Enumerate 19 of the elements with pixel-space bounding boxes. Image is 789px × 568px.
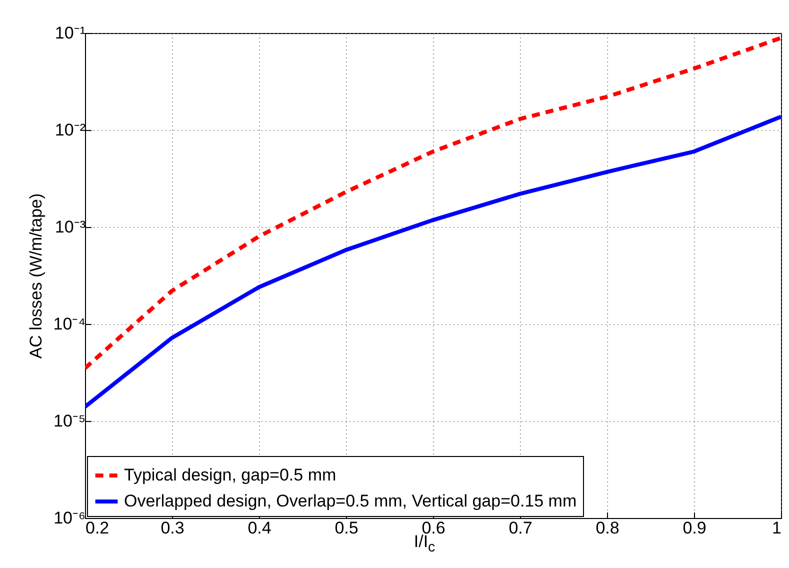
x-tick-label: 1 [772, 518, 782, 538]
y-tick-label: 10⁻⁵ [54, 412, 86, 430]
legend-label: Overlapped design, Overlap=0.5 mm, Vertical gap=0.15 mm [124, 492, 577, 510]
line-series [85, 36, 781, 370]
y-tick-label: 10⁻² [54, 120, 86, 140]
x-tick-label: 0.8 [596, 518, 620, 538]
line-series [85, 114, 781, 409]
y-axis-title: AC losses (W/m/tape) [26, 193, 46, 359]
y-tick-label: 10⁻⁶ [54, 508, 86, 528]
x-tick-label: 0.2 [86, 518, 110, 538]
y-tick-label: 10⁻¹ [54, 24, 86, 42]
x-tick-label: 0.9 [682, 518, 706, 538]
x-tick-label: 0.7 [508, 518, 532, 538]
legend-label: Typical design, gap=0.5 mm [124, 466, 336, 484]
y-tick-label: 10⁻⁴ [53, 314, 86, 334]
x-tick-label: 0.5 [334, 518, 358, 538]
x-tick-label: 0.3 [160, 518, 184, 538]
x-tick-label: 0.4 [248, 518, 272, 538]
y-tick-label: 10⁻³ [54, 218, 86, 236]
